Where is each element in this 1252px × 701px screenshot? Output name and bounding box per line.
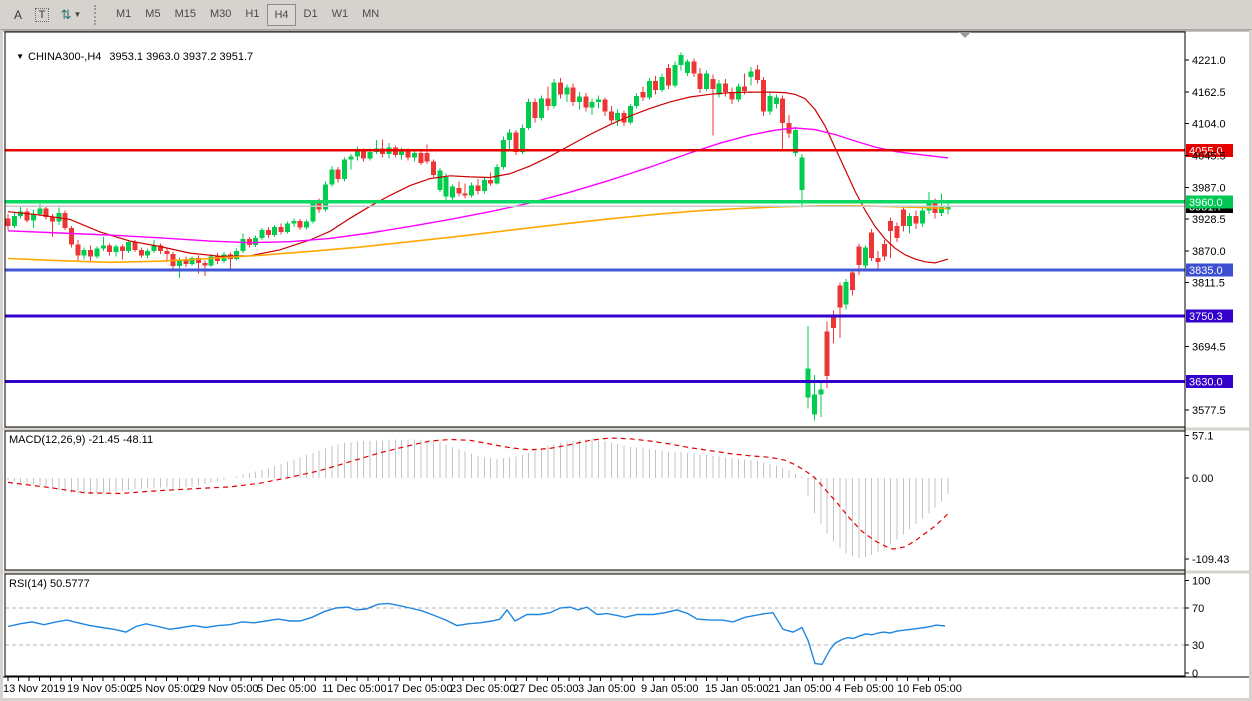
svg-text:3870.0: 3870.0 <box>1192 246 1226 258</box>
svg-text:10 Feb 05:00: 10 Feb 05:00 <box>897 683 962 695</box>
chart-background <box>0 31 1252 698</box>
chart-title[interactable]: ▼ CHINA300-,H4 3953.1 3963.0 3937.2 3951.7 <box>10 39 253 63</box>
text-tool-button[interactable]: T <box>30 4 54 26</box>
rsi-indicator-label: RSI(14) 50.5777 <box>9 578 90 590</box>
symbol-dropdown-icon[interactable]: ▼ <box>16 52 25 61</box>
rsi-panel <box>5 602 1185 666</box>
svg-text:3835.0: 3835.0 <box>1189 265 1223 277</box>
svg-text:3928.5: 3928.5 <box>1192 214 1226 226</box>
timeframe-button-d1[interactable]: D1 <box>303 7 318 20</box>
timeframe-button-m5[interactable]: M5 <box>145 7 161 20</box>
chart-shift-marker <box>959 32 971 38</box>
macd-panel <box>7 437 949 558</box>
svg-text:3630.0: 3630.0 <box>1189 376 1223 388</box>
text-tool-label: T <box>34 7 50 22</box>
svg-text:27 Dec 05:00: 27 Dec 05:00 <box>513 683 578 695</box>
arrange-arrows-dropdown-button[interactable]: ⇅ ▼ <box>54 4 88 26</box>
svg-text:3 Jan 05:00: 3 Jan 05:00 <box>578 683 636 695</box>
svg-text:3960.0: 3960.0 <box>1189 197 1223 209</box>
timeframe-button-h1[interactable]: H1 <box>245 7 260 20</box>
timeframe-button-m30[interactable]: M30 <box>209 7 232 20</box>
svg-text:23 Dec 05:00: 23 Dec 05:00 <box>450 683 515 695</box>
timeframe-button-w1[interactable]: W1 <box>331 7 349 20</box>
svg-text:-109.43: -109.43 <box>1192 554 1229 566</box>
svg-text:4 Feb 05:00: 4 Feb 05:00 <box>835 683 894 695</box>
svg-text:0: 0 <box>1192 668 1198 680</box>
svg-text:0.00: 0.00 <box>1192 473 1213 485</box>
svg-text:4104.0: 4104.0 <box>1192 119 1226 131</box>
arrow-annotation-button[interactable]: A <box>13 7 22 22</box>
svg-text:3750.3: 3750.3 <box>1189 311 1223 323</box>
ohlc-values: 3953.1 3963.0 3937.2 3951.7 <box>109 51 254 63</box>
timeframe-button-mn[interactable]: MN <box>362 7 380 20</box>
symbol-timeframe-label: CHINA300-,H4 <box>28 51 102 63</box>
svg-text:70: 70 <box>1192 603 1204 615</box>
timeframe-button-m1[interactable]: M1 <box>116 7 132 20</box>
timeframe-button-m15[interactable]: M15 <box>174 7 196 20</box>
svg-text:4045.5: 4045.5 <box>1192 150 1226 162</box>
timeframe-button-group: M1 M5 M15 M30 H1 H4 D1 W1 MN <box>109 3 386 26</box>
svg-text:25 Nov 05:00: 25 Nov 05:00 <box>130 683 195 695</box>
svg-text:3694.5: 3694.5 <box>1192 341 1226 353</box>
svg-text:4055.0: 4055.0 <box>1189 145 1223 157</box>
svg-text:4221.0: 4221.0 <box>1192 55 1226 67</box>
svg-text:30: 30 <box>1192 640 1204 652</box>
svg-text:9 Jan 05:00: 9 Jan 05:00 <box>641 683 699 695</box>
svg-text:21 Jan 05:00: 21 Jan 05:00 <box>768 683 832 695</box>
sort-arrows-icon: ⇅ <box>60 6 72 22</box>
svg-text:3811.5: 3811.5 <box>1192 278 1225 290</box>
svg-text:29 Nov 05:00: 29 Nov 05:00 <box>193 683 258 695</box>
svg-text:15 Jan 05:00: 15 Jan 05:00 <box>705 683 769 695</box>
svg-text:19 Nov 05:00: 19 Nov 05:00 <box>67 683 132 695</box>
candles-layer <box>5 52 951 421</box>
svg-text:3987.0: 3987.0 <box>1192 182 1226 194</box>
value-axes: 4221.0 4162.5 4104.0 4045.5 3987.0 3928.5 3870… <box>1185 55 1229 680</box>
svg-text:100: 100 <box>1192 575 1210 587</box>
toolbar-grip-handle[interactable] <box>94 4 105 25</box>
svg-text:5 Dec 05:00: 5 Dec 05:00 <box>257 683 316 695</box>
panel-borders <box>3 30 1249 678</box>
toolbar: A T ⇅ ▼ M1 M5 M15 M30 H1 H4 D1 W1 MN <box>0 0 1252 30</box>
svg-text:11 Dec 05:00: 11 Dec 05:00 <box>322 683 387 695</box>
timeframe-button-h4[interactable]: H4 <box>267 3 296 26</box>
svg-text:13 Nov 2019: 13 Nov 2019 <box>3 683 65 695</box>
chevron-down-icon: ▼ <box>73 10 82 19</box>
svg-text:3577.5: 3577.5 <box>1192 405 1226 417</box>
macd-indicator-label: MACD(12,26,9) -21.45 -48.11 <box>9 434 154 446</box>
svg-text:4162.5: 4162.5 <box>1192 87 1226 99</box>
svg-text:57.1: 57.1 <box>1192 431 1213 443</box>
svg-text:17 Dec 05:00: 17 Dec 05:00 <box>387 683 452 695</box>
